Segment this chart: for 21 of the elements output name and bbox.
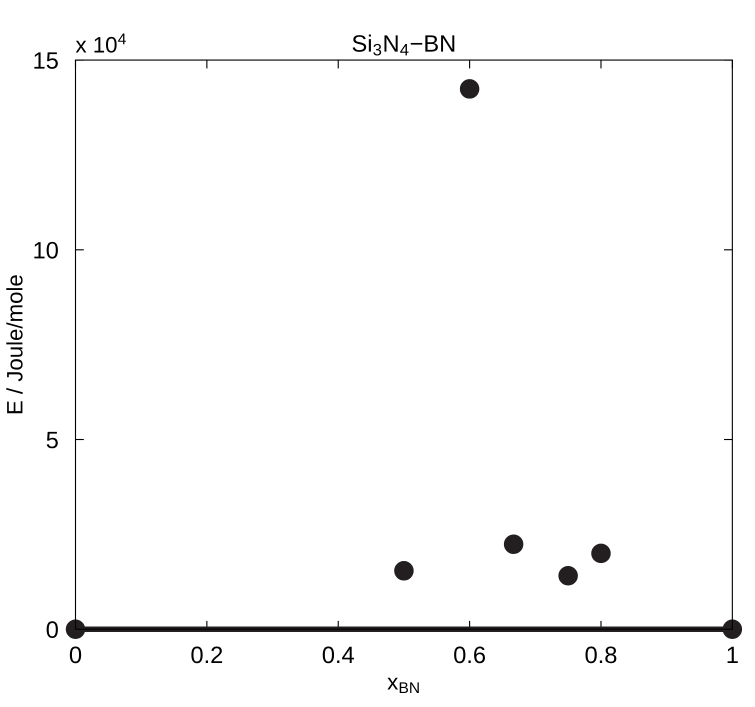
point	[394, 561, 414, 581]
x-tick-label: 0.4	[322, 646, 354, 664]
y-axis-title: E / Joule/mole	[6, 275, 23, 414]
y-tick-label: 10	[34, 242, 58, 259]
point	[66, 620, 86, 639]
point	[722, 620, 742, 639]
point	[558, 566, 578, 586]
x-tick-label: 0.6	[454, 646, 485, 664]
y-tick-label: 5	[46, 432, 58, 448]
point	[460, 79, 480, 99]
x-tick-label: 1	[728, 646, 738, 664]
point	[504, 534, 524, 554]
x-axis-title: x$_{BN}$	[387, 678, 419, 694]
y-tick-label: 15	[34, 52, 58, 69]
point	[591, 544, 611, 564]
x-tick-label: 0.2	[191, 646, 222, 664]
text: x 10$^{4}$	[76, 34, 126, 53]
chart-title: Si$_{3}$N$_{4}$−BN	[352, 34, 454, 56]
x-tick-label: 0	[70, 646, 82, 664]
y-tick-label: 0	[46, 621, 58, 638]
x-tick-label: 0.8	[585, 646, 616, 664]
